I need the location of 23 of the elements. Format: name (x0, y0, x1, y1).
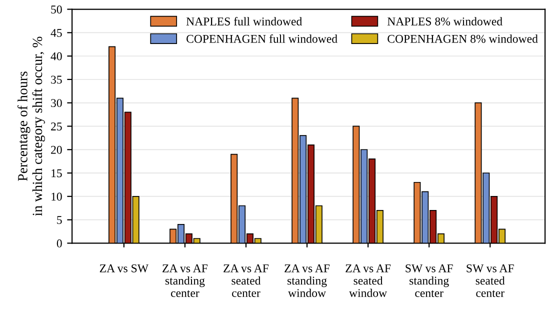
y-tick-label: 45 (50, 28, 62, 37)
y-tick-label: 30 (51, 99, 62, 108)
legend-label: NAPLES full windowed (186, 17, 302, 26)
x-tick-label: ZA vs AF seated window (346, 264, 391, 298)
x-tick-label: SW vs AF seated center (466, 264, 514, 298)
legend-label: COPENHAGEN full windowed (186, 34, 338, 43)
legend-label: COPENHAGEN 8% windowed (388, 34, 538, 43)
x-tick-label: SW vs AF standing center (406, 264, 453, 298)
y-axis-title: Percentage of hours in which category shift occur, % (17, 36, 45, 216)
y-tick-label: 15 (52, 169, 62, 178)
y-tick-label: 10 (52, 192, 62, 201)
legend-label: NAPLES 8% windowed (387, 17, 502, 26)
x-tick-label: ZA vs AF seated center (224, 264, 269, 298)
y-tick-label: 40 (50, 52, 62, 60)
y-tick-label: 20 (51, 146, 62, 154)
y-tick-label: 0 (56, 239, 62, 248)
x-tick-label: ZA vs AF standing window (284, 264, 330, 298)
x-tick-label: ZA vs AF standing center (162, 264, 208, 298)
y-tick-label: 5 (57, 216, 62, 224)
x-tick-label: ZA vs SW (100, 264, 148, 272)
y-tick-label: 50 (51, 6, 62, 14)
y-tick-label: 35 (51, 76, 62, 84)
y-tick-label: 25 (51, 122, 62, 130)
